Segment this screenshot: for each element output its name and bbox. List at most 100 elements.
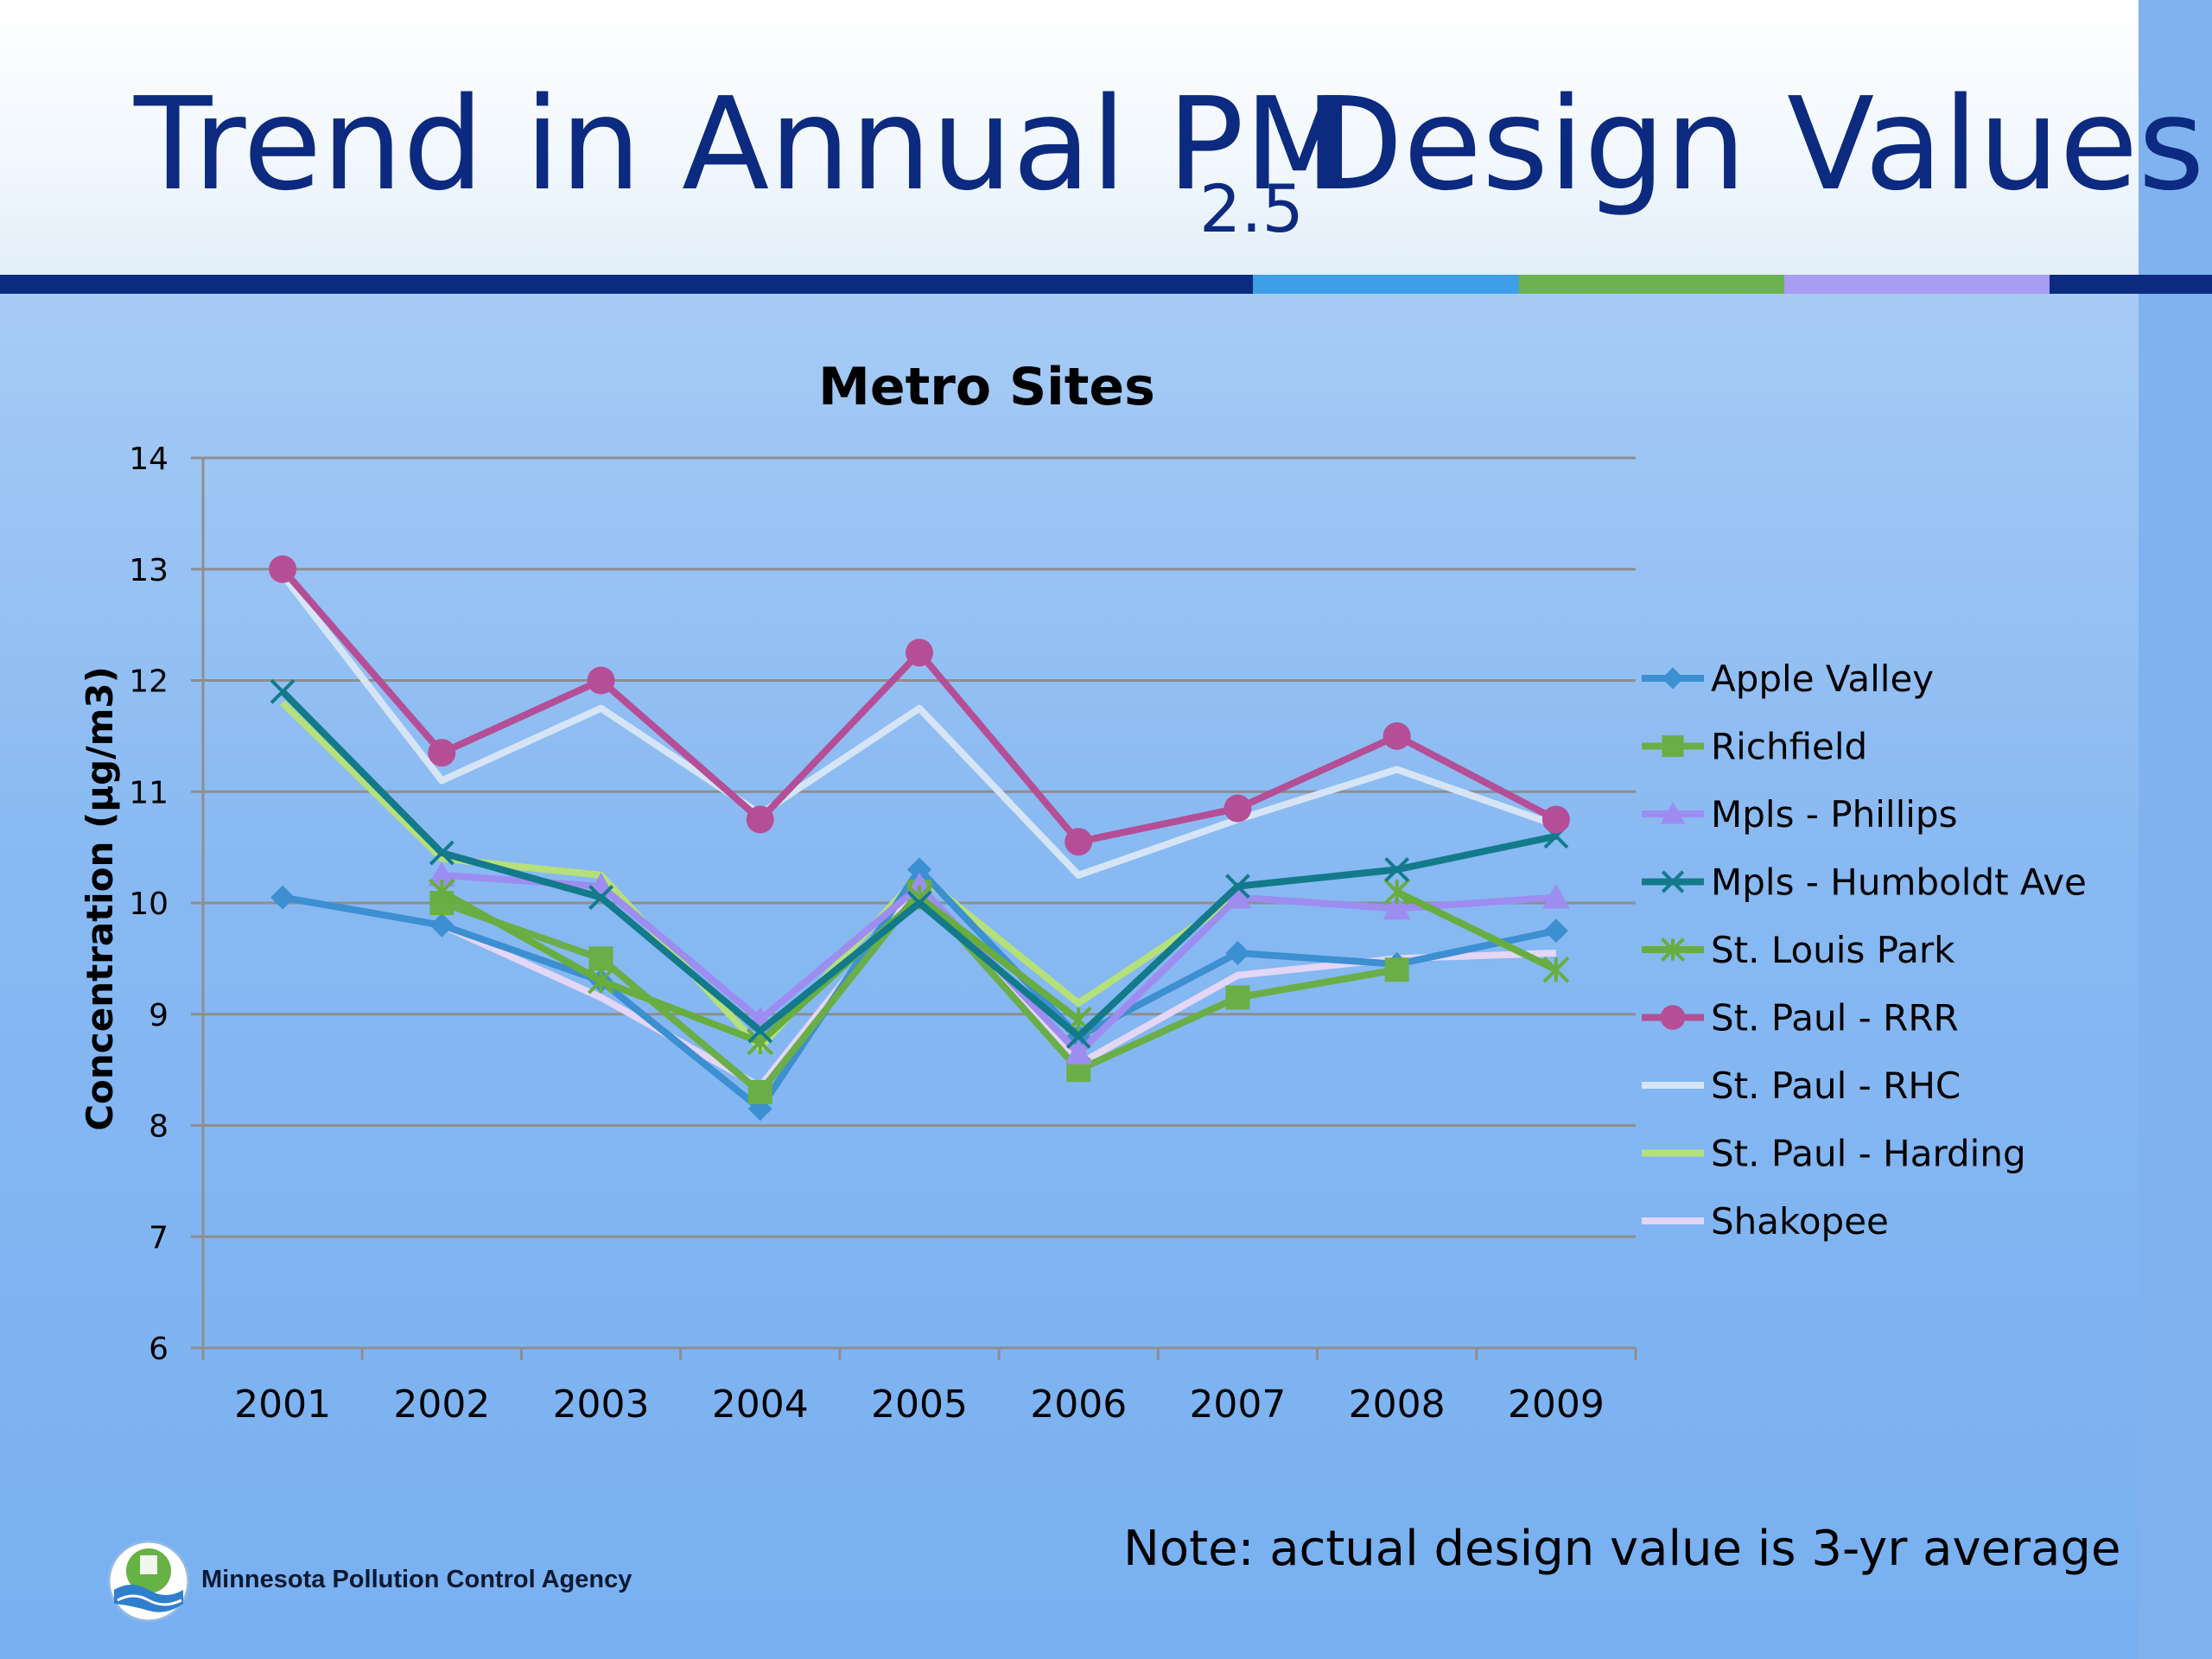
series-st-paul-rrr (269, 555, 1570, 856)
y-tick-label: 8 (149, 1109, 168, 1145)
data-point (1065, 828, 1093, 856)
rule-segment-navy (0, 275, 1253, 294)
data-point (588, 946, 613, 971)
legend-item: Mpls - Phillips (1642, 793, 1957, 836)
title-subscript: 2.5 (1199, 170, 1304, 247)
legend-item: St. Paul - RRR (1642, 997, 1959, 1039)
data-point (269, 555, 297, 583)
chart-axes: 6 7 8 9 10 11 12 13 14 2001 2002 2003 2004 2005 2006 20… (129, 442, 1637, 1427)
data-point (1661, 870, 1685, 893)
data-point (1224, 883, 1252, 909)
data-point (747, 1018, 773, 1044)
data-point (588, 885, 613, 910)
legend-item: Mpls - Humboldt Ave (1642, 861, 2087, 904)
data-point (1225, 985, 1250, 1010)
legend-label: Richfield (1711, 726, 1867, 768)
slide-title: Trend in Annual PM 2.5 Design Values (133, 70, 2205, 247)
data-point (270, 885, 296, 910)
data-point (1065, 1039, 1093, 1065)
title-main: Trend in Annual PM (133, 70, 1355, 219)
data-point (746, 805, 774, 834)
data-point (1224, 794, 1252, 823)
y-tick-label: 13 (129, 553, 168, 588)
data-point (1543, 918, 1568, 944)
x-tick-label: 2001 (234, 1382, 331, 1427)
data-point (588, 967, 614, 995)
x-tick-label: 2002 (393, 1382, 490, 1427)
data-point (429, 912, 454, 938)
y-tick-label: 12 (129, 664, 168, 700)
data-point (906, 890, 932, 916)
series-st-louis-park (428, 878, 1570, 1056)
data-point (428, 878, 455, 906)
x-tick-label: 2005 (871, 1382, 968, 1427)
legend-item: Richfield (1642, 726, 1867, 768)
chart-series (269, 555, 1570, 1122)
legend-label: Shakopee (1711, 1200, 1889, 1243)
series-line (279, 572, 1558, 879)
x-tick-label: 2008 (1349, 1382, 1446, 1427)
data-point (1660, 937, 1686, 963)
data-point (1660, 801, 1686, 824)
legend-label: St. Paul - RRR (1711, 997, 1959, 1039)
data-point (429, 840, 454, 866)
data-point (1384, 856, 1410, 882)
x-tick-label: 2007 (1189, 1382, 1286, 1427)
series-apple-valley (270, 857, 1568, 1122)
legend-label: Apple Valley (1711, 658, 1934, 700)
x-tick-label: 2006 (1030, 1382, 1127, 1427)
y-tick-label: 6 (149, 1332, 168, 1367)
rule-segment-navy-end (2050, 275, 2212, 294)
chart-legend: Apple Valley Richfield Mpls - Phillips Mpls… (1642, 658, 2087, 1243)
data-point (1382, 894, 1411, 920)
rule-segment-green (1519, 275, 1784, 294)
legend-label: St. Paul - Harding (1711, 1133, 2026, 1175)
y-axis-label: Concentration (µg/m3) (79, 666, 121, 1131)
y-tick-label: 10 (129, 887, 168, 922)
mpca-logo-icon (107, 1540, 190, 1623)
title-rule (0, 275, 2212, 294)
data-point (1384, 957, 1409, 982)
data-point (1541, 805, 1570, 834)
legend-label: St. Paul - RHC (1711, 1065, 1961, 1107)
data-point (428, 739, 456, 767)
data-point (1541, 883, 1570, 909)
data-point (1382, 721, 1411, 750)
y-tick-label: 11 (129, 775, 168, 810)
data-point (270, 678, 296, 704)
data-point (1383, 878, 1411, 906)
data-point (1225, 940, 1250, 965)
x-tick-label: 2004 (712, 1382, 809, 1427)
series-st-paul-rhc (279, 572, 1558, 879)
legend-item: St. Paul - Harding (1642, 1133, 2026, 1175)
x-tick-label: 2003 (553, 1382, 650, 1427)
data-point (428, 861, 456, 887)
data-point (907, 857, 931, 882)
data-point (1662, 734, 1684, 758)
data-point (747, 1079, 772, 1104)
footnote: Note: actual design value is 3-yr averag… (1123, 1521, 2121, 1577)
chart-title: Metro Sites (818, 357, 1155, 417)
title-end: Design Values (1305, 70, 2205, 219)
y-tick-label: 14 (129, 442, 168, 477)
legend-item: St. Paul - RHC (1642, 1065, 1961, 1107)
series-richfield (429, 880, 1409, 1104)
data-point (1662, 667, 1684, 690)
data-point (1065, 1024, 1091, 1049)
series-mpls-humboldt-ave (270, 678, 1569, 1049)
legend-label: St. Louis Park (1711, 929, 1955, 971)
data-point (1225, 874, 1250, 899)
legend-label: Mpls - Humboldt Ave (1711, 861, 2087, 904)
legend-item: St. Louis Park (1642, 929, 1955, 971)
x-tick-label: 2009 (1508, 1382, 1605, 1427)
slide-header (0, 0, 2139, 275)
line-chart: 6 7 8 9 10 11 12 13 14 2001 2002 2003 2004 2005 2006 20… (79, 357, 2087, 1427)
rule-segment-blue (1253, 275, 1519, 294)
legend-item: Apple Valley (1642, 658, 1934, 700)
data-point (587, 666, 615, 695)
legend-label: Mpls - Phillips (1711, 793, 1957, 836)
rule-segment-lavender (1784, 275, 2050, 294)
agency-name: Minnesota Pollution Control Agency (201, 1566, 632, 1593)
y-tick-label: 7 (149, 1220, 168, 1255)
data-point (906, 639, 933, 667)
